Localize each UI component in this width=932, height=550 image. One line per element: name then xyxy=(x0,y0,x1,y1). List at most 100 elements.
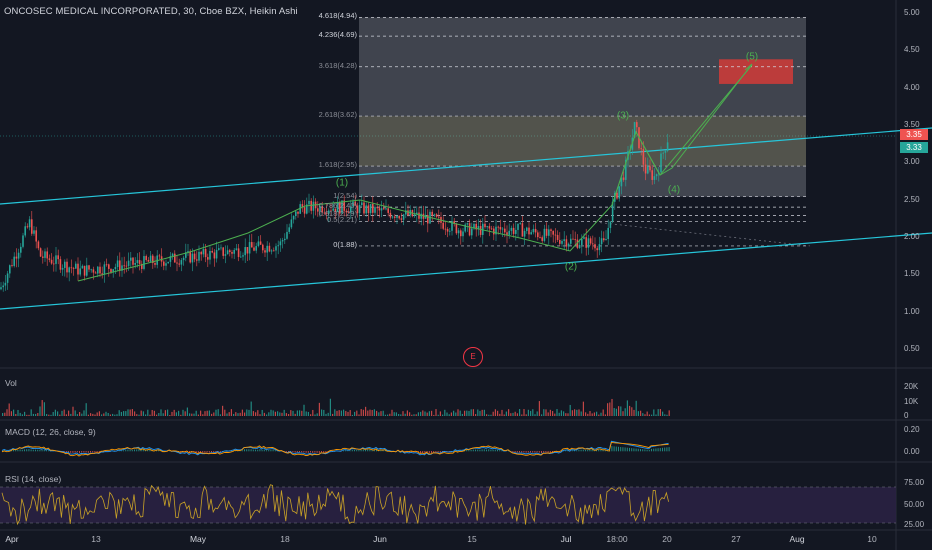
volume-bar xyxy=(400,414,402,416)
volume-bar xyxy=(63,409,65,416)
volume-bar xyxy=(657,409,659,416)
volume-bar xyxy=(189,413,191,416)
volume-bar xyxy=(455,412,457,416)
macd-histogram-bar xyxy=(314,451,316,453)
macd-histogram-bar xyxy=(211,451,212,453)
time-tick-label: 13 xyxy=(91,534,101,544)
candle-body xyxy=(486,226,488,228)
candle-body xyxy=(548,229,550,236)
signal-line xyxy=(1,441,669,457)
volume-bar xyxy=(338,410,340,416)
macd-histogram-bar xyxy=(147,449,149,452)
macd-histogram-bar xyxy=(195,451,197,453)
candle-body xyxy=(213,252,216,259)
time-tick-label: May xyxy=(189,534,207,544)
volume-bar xyxy=(186,407,188,416)
candle-body xyxy=(642,149,645,165)
candle-body xyxy=(246,247,249,254)
macd-histogram-bar xyxy=(131,450,133,452)
candle-body xyxy=(61,267,64,270)
rsi-tick: 75.00 xyxy=(904,478,925,487)
time-tick-label: Jun xyxy=(373,534,387,544)
macd-histogram-bar xyxy=(142,449,144,452)
candle-body xyxy=(433,214,436,216)
volume-bar xyxy=(283,409,285,416)
volume-bar xyxy=(149,414,151,416)
macd-histogram-bar xyxy=(79,451,80,454)
macd-histogram-bar xyxy=(94,451,96,453)
candle-body xyxy=(299,204,301,214)
candle-body xyxy=(108,264,110,269)
candle-body xyxy=(198,251,200,261)
macd-histogram-bar xyxy=(85,451,87,453)
macd-histogram-bar xyxy=(635,448,637,452)
volume-bar xyxy=(114,414,116,416)
macd-histogram-bar xyxy=(373,449,375,452)
candle-body xyxy=(178,263,180,265)
macd-histogram-bar xyxy=(516,451,518,453)
volume-bar xyxy=(589,411,591,416)
macd-histogram-bar xyxy=(486,449,487,452)
macd-histogram-bar xyxy=(545,451,547,453)
candle-body xyxy=(220,247,222,249)
candle-body xyxy=(361,202,363,206)
candle-body xyxy=(11,265,13,266)
volume-bar xyxy=(101,414,103,416)
fib-level-label: 0.618(2.29) xyxy=(318,209,357,219)
volume-bar xyxy=(57,411,59,416)
candle-body xyxy=(376,207,378,209)
candle-body xyxy=(270,250,273,252)
volume-bar xyxy=(613,408,615,416)
volume-bar xyxy=(466,410,468,416)
volume-bar xyxy=(459,410,461,416)
volume-bar xyxy=(222,405,224,416)
macd-histogram-bar xyxy=(662,447,663,452)
volume-bar xyxy=(508,409,510,416)
candle-body xyxy=(420,213,422,219)
volume-bar xyxy=(107,412,109,416)
candle-body xyxy=(20,246,22,253)
volume-bar xyxy=(193,413,195,416)
volume-bar xyxy=(211,413,213,416)
volume-bar xyxy=(380,411,382,416)
candle-body xyxy=(471,228,473,236)
candle-body xyxy=(330,210,332,212)
candle-body xyxy=(482,223,484,235)
price-tick-label: 2.00 xyxy=(904,232,920,241)
volume-bar xyxy=(145,414,147,416)
macd-histogram-bar xyxy=(622,447,624,452)
macd-histogram-bar xyxy=(123,450,124,452)
macd-title: MACD (12, 26, close, 9) xyxy=(5,427,96,437)
volume-bar xyxy=(257,410,259,416)
candle-body xyxy=(66,261,68,273)
macd-histogram-bar xyxy=(541,451,542,454)
candle-body xyxy=(625,159,627,180)
volume-bar xyxy=(593,412,595,416)
candle-body xyxy=(119,260,121,271)
candle-body xyxy=(435,214,438,217)
candle-body xyxy=(407,210,409,216)
volume-title: Vol xyxy=(5,378,17,388)
volume-bar xyxy=(204,411,206,416)
candle-body xyxy=(81,265,84,269)
macd-histogram-bar xyxy=(611,446,613,452)
macd-histogram-bar xyxy=(446,451,448,452)
macd-histogram-bar xyxy=(21,449,23,452)
volume-bar xyxy=(136,414,138,416)
candle-body xyxy=(464,224,466,232)
earnings-badge[interactable]: E xyxy=(463,347,483,367)
volume-bar xyxy=(373,409,375,416)
macd-histogram-bar xyxy=(96,451,98,453)
macd-histogram-bar xyxy=(318,451,320,453)
candle-body xyxy=(620,177,623,187)
candle-body xyxy=(662,152,664,154)
candle-body xyxy=(105,264,108,266)
volume-bar xyxy=(567,413,569,416)
candle-body xyxy=(611,201,614,222)
macd-histogram-bar xyxy=(219,451,221,453)
candle-body xyxy=(563,239,565,241)
candle-body xyxy=(541,237,543,241)
candle-body xyxy=(295,211,297,217)
candle-body xyxy=(589,238,592,244)
